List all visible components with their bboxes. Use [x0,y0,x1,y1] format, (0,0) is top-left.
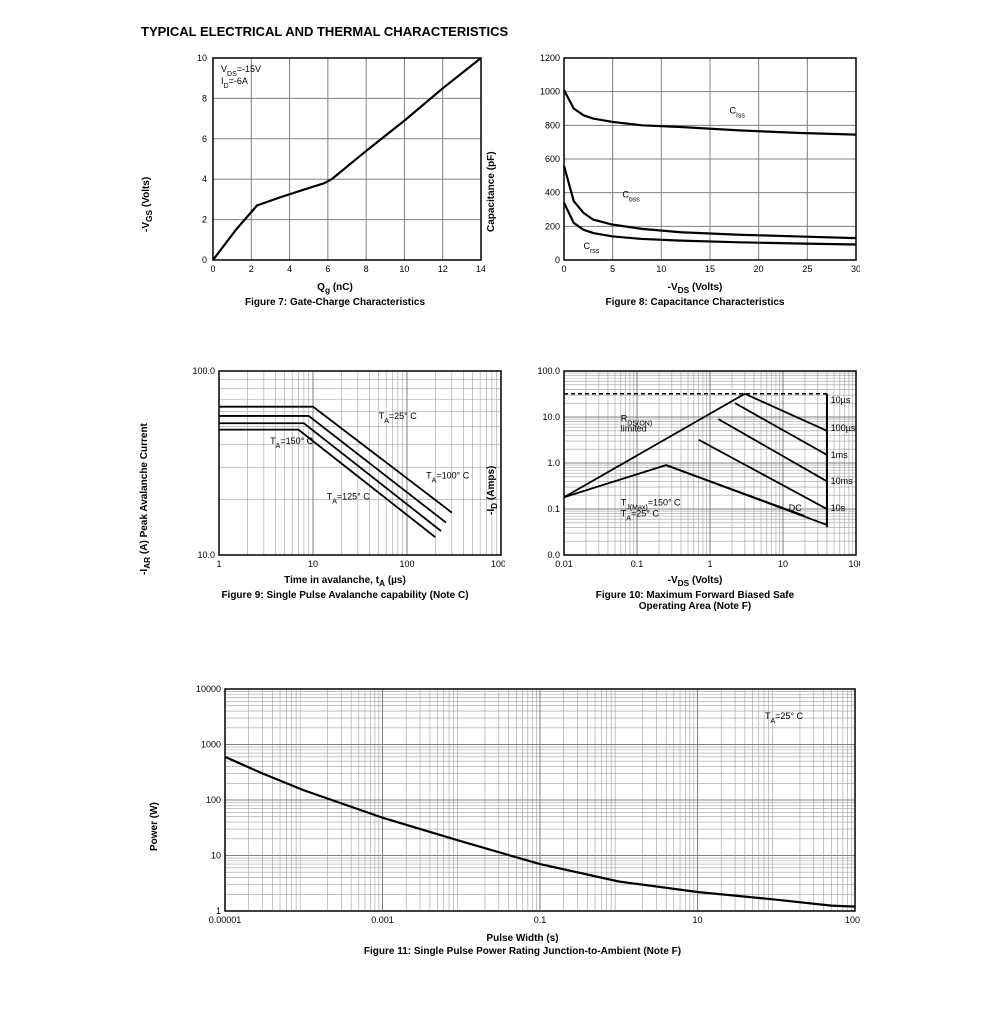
svg-text:100.0: 100.0 [192,366,215,376]
fig10-xlabel: -VDS (Volts) [530,575,860,588]
svg-text:100: 100 [848,559,860,569]
svg-text:0.1: 0.1 [534,915,547,925]
svg-text:0.01: 0.01 [555,559,573,569]
svg-text:10: 10 [692,915,702,925]
svg-text:TA=100° C: TA=100° C [426,471,470,485]
svg-text:100µs: 100µs [831,423,856,433]
svg-text:1000: 1000 [201,740,221,750]
svg-text:1000: 1000 [845,915,860,925]
svg-text:6: 6 [325,264,330,274]
svg-text:2: 2 [202,215,207,225]
fig7-xlabel: Qg (nC) [185,282,485,295]
figure-9: -IAR (A) Peak Avalanche Current 11010010… [185,365,505,601]
fig9-plot: 110100100010.0100.0TA=25° CTA=100° CTA=1… [185,365,505,575]
fig11-caption: Figure 11: Single Pulse Power Rating Jun… [185,946,860,957]
svg-text:2: 2 [249,264,254,274]
svg-text:1ms: 1ms [831,450,849,460]
figure-8: Capacitance (pF) 05101520253002004006008… [530,52,860,308]
page-container: TYPICAL ELECTRICAL AND THERMAL CHARACTER… [0,0,991,1028]
svg-text:10ms: 10ms [831,476,854,486]
svg-text:0.1: 0.1 [547,504,560,514]
svg-text:10.0: 10.0 [542,412,560,422]
svg-text:12: 12 [438,264,448,274]
svg-text:1: 1 [216,559,221,569]
svg-text:1000: 1000 [540,87,560,97]
svg-text:100: 100 [206,795,221,805]
fig8-plot: 0 5 10 15 20 25 30 0 200 400 600 800 1000 1200 CIss Cos… [530,52,860,282]
svg-text:1200: 1200 [540,53,560,63]
fig11-xlabel: Pulse Width (s) [185,933,860,944]
svg-text:0: 0 [561,264,566,274]
svg-text:10: 10 [211,851,221,861]
svg-text:10000: 10000 [196,684,221,694]
svg-text:Coss: Coss [622,190,640,204]
fig10-caption: Figure 10: Maximum Forward Biased Safe O… [530,590,860,612]
svg-text:CIss: CIss [729,106,745,120]
svg-text:limited: limited [621,423,647,433]
svg-text:10: 10 [308,559,318,569]
svg-text:TA=125° C: TA=125° C [327,492,371,506]
svg-text:8: 8 [202,93,207,103]
fig11-ylabel: Power (W) [149,802,160,851]
svg-text:0: 0 [210,264,215,274]
svg-text:1000: 1000 [491,559,505,569]
svg-text:TA=25° C: TA=25° C [765,711,804,725]
fig7-ylabel: -VGS (Volts) [141,177,154,232]
svg-text:Crss: Crss [583,241,599,255]
svg-text:0.001: 0.001 [371,915,394,925]
svg-text:4: 4 [202,174,207,184]
svg-text:10: 10 [399,264,409,274]
fig7-plot: 024681012140246810VDS=-15VID=-6A [185,52,485,282]
svg-text:ID=-6A: ID=-6A [221,76,248,90]
svg-text:8: 8 [364,264,369,274]
svg-text:14: 14 [476,264,485,274]
svg-text:0.1: 0.1 [631,559,644,569]
svg-text:400: 400 [545,188,560,198]
svg-text:0.00001: 0.00001 [209,915,242,925]
fig8-xlabel: -VDS (Volts) [530,282,860,295]
fig9-caption: Figure 9: Single Pulse Avalanche capabil… [185,590,505,601]
figure-7: -VGS (Volts) 024681012140246810VDS=-15VI… [185,52,485,308]
svg-text:0.0: 0.0 [547,550,560,560]
svg-text:10s: 10s [831,503,846,513]
svg-text:10µs: 10µs [831,395,851,405]
fig7-caption: Figure 7: Gate-Charge Characteristics [185,297,485,308]
svg-text:600: 600 [545,154,560,164]
svg-text:10: 10 [197,53,207,63]
fig9-xlabel: Time in avalanche, tA (µs) [185,575,505,588]
svg-text:DC: DC [789,503,802,513]
svg-text:10: 10 [778,559,788,569]
fig10-plot: 0.01 0.1 1 10 100 0.0 0.1 1.0 10.0 100.0 10µs 100µs… [530,365,860,575]
svg-text:0: 0 [202,255,207,265]
svg-text:30: 30 [851,264,860,274]
figure-10: -ID (Amps) 0.010.11101000.00.11.010.0100… [530,365,860,612]
fig9-ylabel: -IAR (A) Peak Avalanche Current [139,423,152,575]
svg-text:25: 25 [802,264,812,274]
svg-text:15: 15 [705,264,715,274]
section-title: TYPICAL ELECTRICAL AND THERMAL CHARACTER… [141,24,508,39]
svg-text:4: 4 [287,264,292,274]
svg-text:10.0: 10.0 [197,550,215,560]
svg-text:100.0: 100.0 [537,366,560,376]
figure-11: Power (W) 0.000010.0010.1101000110100100… [185,683,860,957]
fig10-ylabel: -ID (Amps) [486,466,499,515]
svg-text:200: 200 [545,221,560,231]
svg-text:20: 20 [754,264,764,274]
svg-text:10: 10 [656,264,666,274]
svg-text:6: 6 [202,134,207,144]
fig8-caption: Figure 8: Capacitance Characteristics [530,297,860,308]
fig11-plot: 0.00001 0.001 0.1 10 1000 1 10 100 1000 10000 TA=2… [185,683,860,933]
svg-text:5: 5 [610,264,615,274]
svg-text:800: 800 [545,120,560,130]
svg-text:1.0: 1.0 [547,458,560,468]
svg-text:1: 1 [707,559,712,569]
svg-text:0: 0 [555,255,560,265]
fig8-ylabel: Capacitance (pF) [486,151,497,232]
svg-text:1: 1 [216,906,221,916]
svg-text:100: 100 [399,559,414,569]
